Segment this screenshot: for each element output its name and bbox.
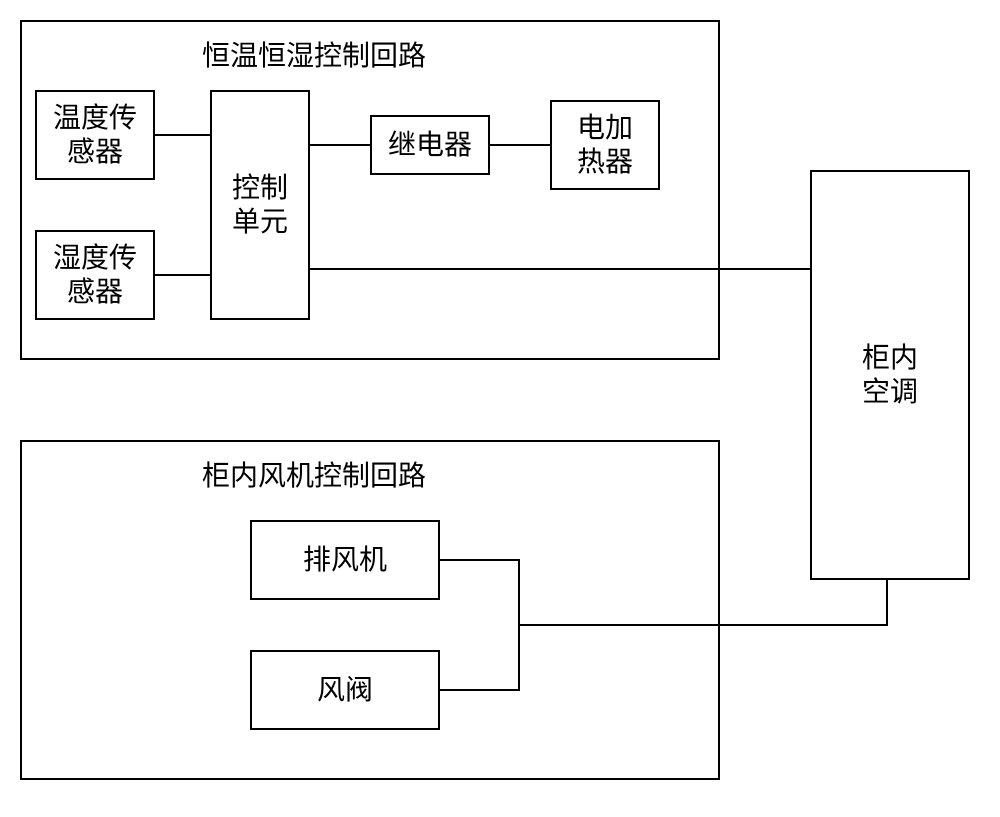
node-ac-label: 柜内 空调 bbox=[858, 337, 922, 412]
edge-fan-stub bbox=[440, 559, 520, 561]
edge-damper-stub bbox=[440, 689, 520, 691]
edge-temp-controller bbox=[155, 134, 210, 136]
node-humid-sensor-label: 湿度传 感器 bbox=[49, 237, 141, 312]
node-damper-label: 风阀 bbox=[313, 669, 377, 711]
node-exhaust-fan-label: 排风机 bbox=[299, 539, 391, 581]
frame-upper-title: 恒温恒湿控制回路 bbox=[202, 34, 426, 74]
node-controller: 控制 单元 bbox=[210, 90, 310, 320]
node-relay-label: 继电器 bbox=[384, 124, 476, 166]
diagram-canvas: 恒温恒湿控制回路 柜内风机控制回路 温度传 感器 湿度传 感器 控制 单元 继电… bbox=[0, 0, 1000, 817]
node-temp-sensor-label: 温度传 感器 bbox=[49, 97, 141, 172]
edge-relay-heater bbox=[490, 144, 550, 146]
edge-controller-relay bbox=[310, 144, 370, 146]
edge-humid-controller bbox=[155, 274, 210, 276]
frame-lower-title: 柜内风机控制回路 bbox=[202, 454, 426, 494]
node-temp-sensor: 温度传 感器 bbox=[35, 90, 155, 180]
node-humid-sensor: 湿度传 感器 bbox=[35, 230, 155, 320]
node-damper: 风阀 bbox=[250, 650, 440, 730]
edge-lower-out-h bbox=[518, 624, 888, 626]
node-exhaust-fan: 排风机 bbox=[250, 520, 440, 600]
node-heater-label: 电加 热器 bbox=[573, 107, 637, 182]
node-heater: 电加 热器 bbox=[550, 100, 660, 190]
node-ac: 柜内 空调 bbox=[810, 170, 970, 580]
edge-lower-out-v bbox=[886, 580, 888, 626]
edge-controller-ac bbox=[310, 268, 810, 270]
node-controller-label: 控制 单元 bbox=[228, 167, 292, 242]
node-relay: 继电器 bbox=[370, 115, 490, 175]
